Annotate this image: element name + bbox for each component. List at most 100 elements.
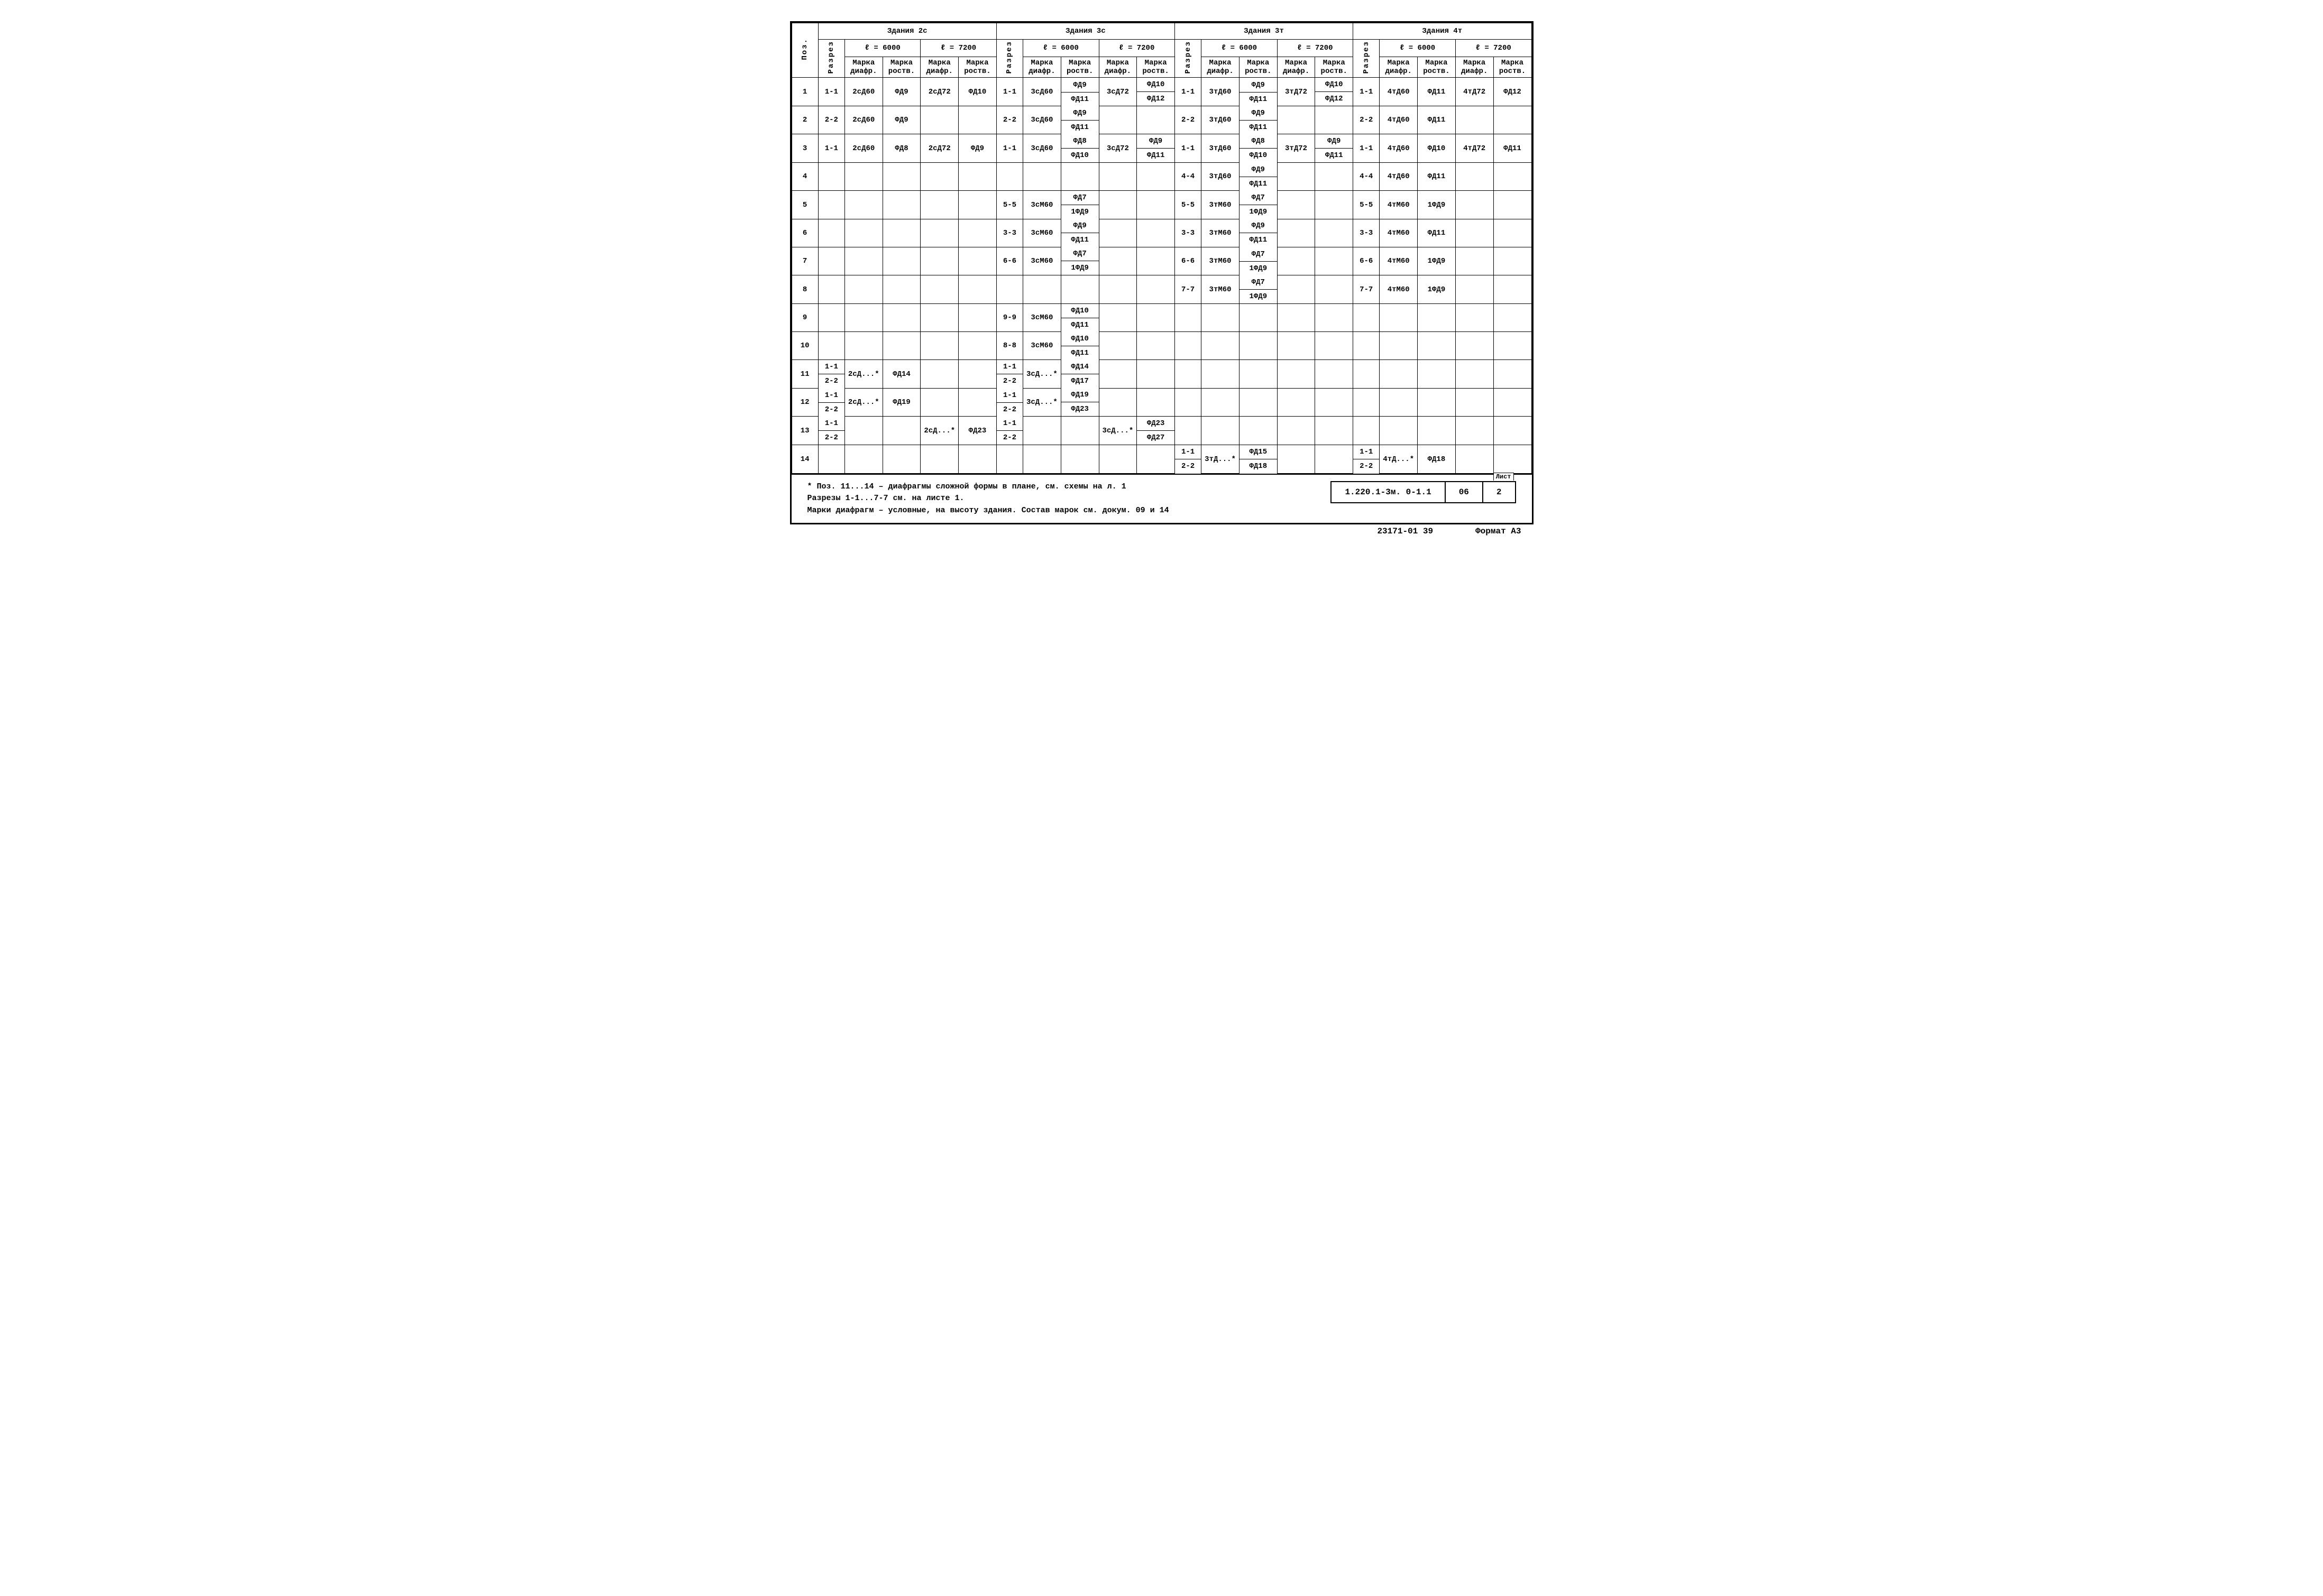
rostv-7200-cell <box>959 332 997 360</box>
rostv-7200-cell <box>959 388 997 417</box>
rostv-7200-cell <box>1315 332 1353 360</box>
h-mr: Марка роств. <box>1493 57 1531 78</box>
rostv-7200-cell <box>1493 106 1531 134</box>
diafr-7200-cell <box>1455 163 1493 191</box>
header-l6000-2: ℓ = 6000 <box>1023 40 1099 57</box>
h-md: Марка диафр. <box>1201 57 1239 78</box>
rostv-7200-cell: ФД10 <box>959 78 997 106</box>
razrez-cell: 1-12-2 <box>996 388 1023 417</box>
razrez-cell: 5-5 <box>1353 191 1380 219</box>
diafr-6000-cell: 3сД60 <box>1023 106 1061 134</box>
razrez-cell: 2-2 <box>818 106 844 134</box>
h-mr: Марка роств. <box>883 57 921 78</box>
diafr-7200-cell <box>1277 303 1315 332</box>
rostv-7200-cell <box>959 360 997 389</box>
razrez-cell <box>996 445 1023 474</box>
sheet-label: Лист <box>1493 473 1514 481</box>
rostv-7200-cell: ФД12 <box>1493 78 1531 106</box>
rostv-6000-cell: 1ФД9 <box>1418 191 1456 219</box>
diafr-7200-cell <box>921 191 959 219</box>
rostv-6000-cell: ФД9ФД11 <box>1061 78 1099 106</box>
rostv-7200-cell <box>1137 247 1175 275</box>
diafr-6000-cell: 4тМ60 <box>1380 247 1418 275</box>
table-body: 11-12сД60ФД92сД72ФД101-13сД60ФД9ФД113сД7… <box>792 78 1531 474</box>
poz-cell: 1 <box>792 78 818 106</box>
poz-cell: 5 <box>792 191 818 219</box>
diafr-7200-cell: 3сД...* <box>1099 417 1137 445</box>
diafr-7200-cell <box>1455 303 1493 332</box>
razrez-cell: 1-1 <box>1174 134 1201 163</box>
table-row: 99-93сМ60ФД10ФД11 <box>792 303 1531 332</box>
rostv-6000-cell <box>1061 417 1099 445</box>
razrez-cell: 1-1 <box>818 78 844 106</box>
diafr-6000-cell: 2сД60 <box>844 134 883 163</box>
razrez-cell: 2-2 <box>1174 106 1201 134</box>
diafr-7200-cell <box>1277 219 1315 247</box>
header-razrez-2: Разрез <box>1005 41 1014 73</box>
header-l6000-3: ℓ = 6000 <box>1201 40 1277 57</box>
footnote-text: * Поз. 11...14 – диафрагмы сложной формы… <box>807 481 1169 517</box>
header-l7200-1: ℓ = 7200 <box>921 40 996 57</box>
diafr-7200-cell <box>1277 445 1315 474</box>
table-row: 121-12-22сД...*ФД191-12-23сД...*ФД19ФД23 <box>792 388 1531 417</box>
diafr-6000-cell <box>844 417 883 445</box>
poz-cell: 11 <box>792 360 818 389</box>
rostv-6000-cell <box>1239 332 1277 360</box>
razrez-cell: 1-1 <box>818 134 844 163</box>
rostv-6000-cell: ФД9 <box>883 106 921 134</box>
diafr-6000-cell <box>844 163 883 191</box>
razrez-cell <box>1174 417 1201 445</box>
poz-cell: 9 <box>792 303 818 332</box>
diafr-7200-cell <box>1455 417 1493 445</box>
razrez-cell <box>818 191 844 219</box>
diafr-7200-cell <box>1099 332 1137 360</box>
diafr-7200-cell <box>1099 445 1137 474</box>
diafr-7200-cell: 3тД72 <box>1277 78 1315 106</box>
rostv-6000-cell: ФД8 <box>883 134 921 163</box>
razrez-cell: 1-12-2 <box>1174 445 1201 474</box>
sheet-number: 2 <box>1496 487 1502 497</box>
diafr-7200-cell <box>1099 388 1137 417</box>
rostv-7200-cell <box>959 191 997 219</box>
h-md: Марка диафр. <box>1023 57 1061 78</box>
rostv-7200-cell <box>1493 360 1531 389</box>
table-row: 31-12сД60ФД82сД72ФД91-13сД60ФД8ФД103сД72… <box>792 134 1531 163</box>
diafr-6000-cell <box>844 445 883 474</box>
rostv-7200-cell <box>1137 191 1175 219</box>
table-row: 63-33сМ60ФД9ФД113-33тМ60ФД9ФД113-34тМ60Ф… <box>792 219 1531 247</box>
diafr-7200-cell: 3сД72 <box>1099 134 1137 163</box>
rostv-6000-cell <box>883 247 921 275</box>
rostv-6000-cell: ФД11 <box>1418 219 1456 247</box>
diafr-7200-cell <box>1277 191 1315 219</box>
rostv-7200-cell: ФД11 <box>1493 134 1531 163</box>
diafr-7200-cell <box>921 388 959 417</box>
razrez-cell: 7-7 <box>1174 275 1201 304</box>
razrez-cell: 1-1 <box>996 78 1023 106</box>
title-block: 1.220.1-3м. 0-1.1 06 Лист 2 <box>1330 481 1516 503</box>
diafr-7200-cell: 2сД72 <box>921 134 959 163</box>
diafr-6000-cell <box>1023 275 1061 304</box>
rostv-6000-cell <box>1418 332 1456 360</box>
diafr-7200-cell <box>921 303 959 332</box>
rostv-6000-cell <box>1418 388 1456 417</box>
drawing-sheet: Поз. Здания 2с Здания 3с Здания 3т Здани… <box>790 21 1534 524</box>
diafr-6000-cell <box>1023 417 1061 445</box>
table-row: 44-43тД60ФД9ФД114-44тД60ФД11 <box>792 163 1531 191</box>
diafr-7200-cell <box>1455 360 1493 389</box>
header-razrez-4: Разрез <box>1362 41 1371 73</box>
diafr-6000-cell <box>844 247 883 275</box>
rostv-7200-cell: ФД23 <box>959 417 997 445</box>
table-row: 55-53сМ60ФД71ФД95-53тМ60ФД71ФД95-54тМ601… <box>792 191 1531 219</box>
rostv-6000-cell: ФД11 <box>1418 78 1456 106</box>
rostv-7200-cell <box>1493 388 1531 417</box>
rostv-7200-cell <box>1315 417 1353 445</box>
rostv-7200-cell <box>1315 163 1353 191</box>
diafr-7200-cell <box>1277 360 1315 389</box>
diafr-6000-cell <box>844 219 883 247</box>
rostv-6000-cell: ФД10 <box>1418 134 1456 163</box>
header-l7200-2: ℓ = 7200 <box>1099 40 1174 57</box>
razrez-cell: 4-4 <box>1353 163 1380 191</box>
diafr-6000-cell <box>1023 445 1061 474</box>
diafr-6000-cell: 3тД60 <box>1201 106 1239 134</box>
rostv-7200-cell <box>959 163 997 191</box>
